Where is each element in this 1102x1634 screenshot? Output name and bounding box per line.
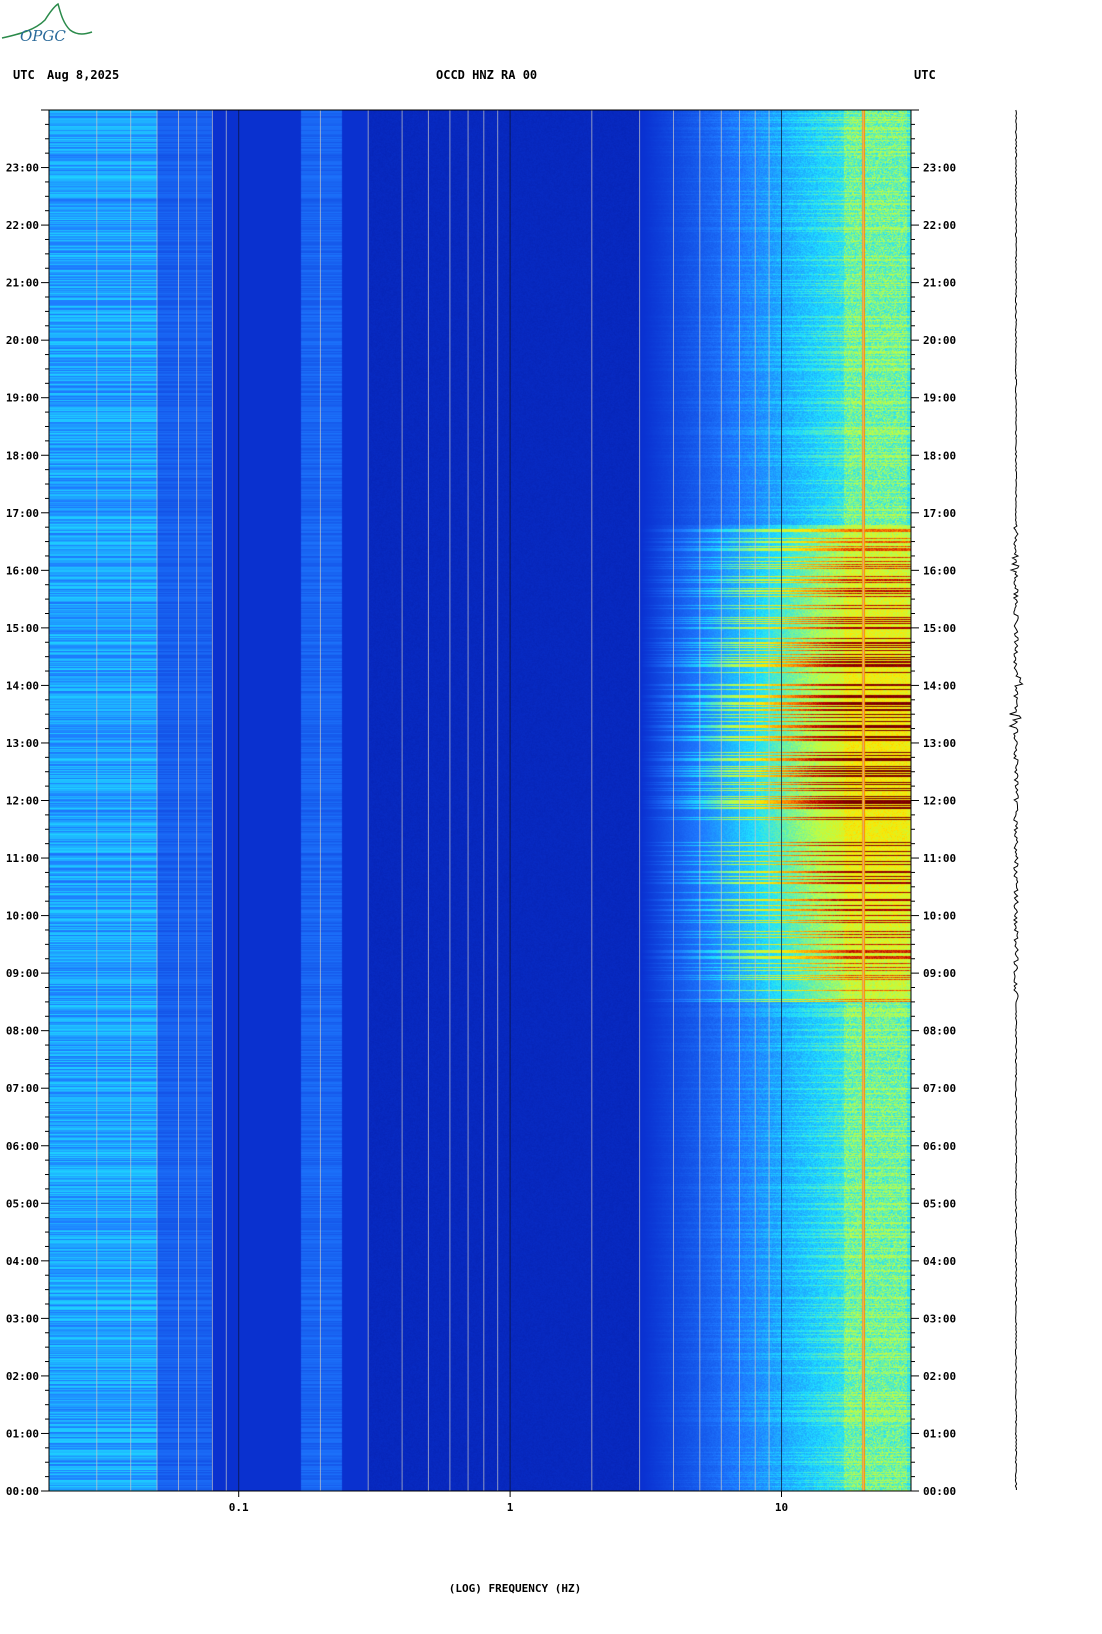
y-tick-label-right: 14:00 — [923, 679, 956, 692]
seismogram-line — [1008, 109, 1024, 1490]
y-tick-label-left: 23:00 — [6, 162, 39, 175]
time-axis: 00:00 00:00 01:00 01:00 02:00 02:00 03:00 03:00… — [6, 109, 956, 1498]
y-tick-label-right: 18:00 — [923, 449, 956, 462]
y-tick-label-left: 05:00 — [6, 1197, 39, 1210]
y-tick-label-left: 03:00 — [6, 1312, 39, 1325]
y-tick-label-right: 16:00 — [923, 564, 956, 577]
y-tick-label-left: 22:00 — [6, 219, 39, 232]
y-tick-label-left: 16:00 — [6, 564, 39, 577]
y-tick-label-left: 21:00 — [6, 277, 39, 290]
x-tick-label: 10 — [775, 1501, 788, 1514]
y-tick-label-right: 17:00 — [923, 507, 956, 520]
y-tick-label-right: 02:00 — [923, 1370, 956, 1383]
header-station: OCCD HNZ RA 00 — [436, 68, 538, 82]
y-tick-label-right: 03:00 — [923, 1312, 956, 1325]
y-tick-label-right: 23:00 — [923, 162, 956, 175]
y-tick-label-right: 13:00 — [923, 737, 956, 750]
y-tick-label-left: 10:00 — [6, 910, 39, 923]
header-left-timezone: UTC — [13, 68, 35, 82]
y-tick-label-right: 20:00 — [923, 334, 956, 347]
y-tick-label-left: 14:00 — [6, 679, 39, 692]
header-date: Aug 8,2025 — [47, 68, 120, 82]
y-tick-label-left: 12:00 — [6, 795, 39, 808]
opgc-logo: OPGC — [1, 2, 93, 45]
x-axis-title: (LOG) FREQUENCY (HZ) — [448, 1582, 582, 1595]
y-tick-label-left: 08:00 — [6, 1025, 39, 1038]
y-tick-label-left: 13:00 — [6, 737, 39, 750]
y-tick-label-right: 21:00 — [923, 277, 956, 290]
y-tick-label-right: 10:00 — [923, 910, 956, 923]
x-tick-label: 1 — [507, 1501, 514, 1514]
y-tick-label-left: 18:00 — [6, 449, 39, 462]
frequency-gridlines — [96, 110, 864, 1491]
y-tick-label-right: 07:00 — [923, 1082, 956, 1095]
y-tick-label-right: 19:00 — [923, 392, 956, 405]
y-tick-label-right: 01:00 — [923, 1427, 956, 1440]
y-tick-label-right: 11:00 — [923, 852, 956, 865]
y-tick-label-left: 07:00 — [6, 1082, 39, 1095]
y-tick-label-left: 06:00 — [6, 1140, 39, 1153]
y-tick-label-right: 08:00 — [923, 1025, 956, 1038]
header-right-timezone: UTC — [914, 68, 936, 82]
frequency-axis: 0.1 1 10 — [229, 1491, 788, 1514]
y-tick-label-left: 02:00 — [6, 1370, 39, 1383]
y-tick-label-left: 17:00 — [6, 507, 39, 520]
y-tick-label-left: 15:00 — [6, 622, 39, 635]
y-tick-label-left: 01:00 — [6, 1427, 39, 1440]
y-tick-label-right: 05:00 — [923, 1197, 956, 1210]
logo-swoosh — [1, 2, 93, 39]
spectrogram-image — [49, 110, 911, 1491]
y-tick-label-right: 09:00 — [923, 967, 956, 980]
logo-text: OPGC — [20, 27, 66, 45]
seismogram-trace — [1008, 109, 1024, 1490]
y-tick-label-right: 12:00 — [923, 795, 956, 808]
y-tick-label-left: 00:00 — [6, 1485, 39, 1498]
y-tick-label-right: 15:00 — [923, 622, 956, 635]
y-tick-label-right: 06:00 — [923, 1140, 956, 1153]
y-tick-label-left: 19:00 — [6, 392, 39, 405]
y-tick-label-left: 11:00 — [6, 852, 39, 865]
y-tick-label-left: 09:00 — [6, 967, 39, 980]
y-tick-label-right: 04:00 — [923, 1255, 956, 1268]
x-tick-label: 0.1 — [229, 1501, 249, 1514]
y-tick-label-left: 20:00 — [6, 334, 39, 347]
y-tick-label-right: 22:00 — [923, 219, 956, 232]
y-tick-label-right: 00:00 — [923, 1485, 956, 1498]
y-tick-label-left: 04:00 — [6, 1255, 39, 1268]
spectrogram-heatmap — [49, 110, 911, 1491]
